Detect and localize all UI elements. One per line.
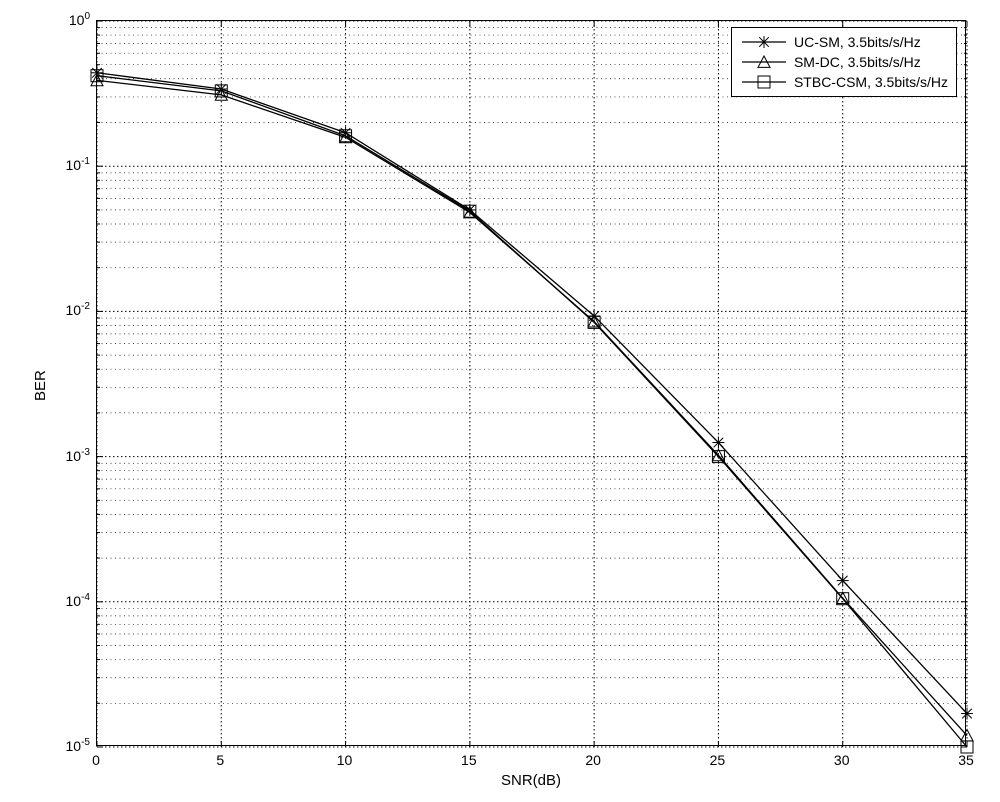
x-axis-label: SNR(dB) <box>501 772 561 789</box>
legend: UC-SM, 3.5bits/s/Hz SM-DC, 3.5bits/s/Hz ST… <box>731 27 957 97</box>
legend-entry: SM-DC, 3.5bits/s/Hz <box>740 52 948 72</box>
legend-label: SM-DC, 3.5bits/s/Hz <box>794 54 921 70</box>
legend-entry: STBC-CSM, 3.5bits/s/Hz <box>740 72 948 92</box>
legend-entry: UC-SM, 3.5bits/s/Hz <box>740 32 948 52</box>
grid <box>97 21 967 747</box>
y-tick-label: 100 <box>52 12 90 28</box>
legend-swatch <box>740 32 788 52</box>
legend-label: UC-SM, 3.5bits/s/Hz <box>794 34 921 50</box>
x-tick-label: 35 <box>958 752 974 768</box>
x-tick-label: 10 <box>337 752 353 768</box>
figure-container: UC-SM, 3.5bits/s/Hz SM-DC, 3.5bits/s/Hz ST… <box>0 0 1000 802</box>
x-tick-label: 20 <box>585 752 601 768</box>
legend-swatch <box>740 52 788 72</box>
y-tick-label: 10-2 <box>52 302 90 318</box>
x-tick-label: 15 <box>461 752 477 768</box>
series-0 <box>91 67 973 720</box>
series-2 <box>91 70 973 753</box>
plot-svg <box>97 21 967 747</box>
y-tick-label: 10-3 <box>52 448 90 464</box>
y-axis-label: BER <box>32 370 49 401</box>
y-tick-label: 10-4 <box>52 593 90 609</box>
y-tick-label: 10-5 <box>52 738 90 754</box>
legend-label: STBC-CSM, 3.5bits/s/Hz <box>794 74 948 90</box>
x-tick-label: 25 <box>710 752 726 768</box>
x-tick-label: 0 <box>92 752 100 768</box>
series-1 <box>91 74 973 741</box>
x-tick-label: 30 <box>834 752 850 768</box>
y-tick-label: 10-1 <box>52 157 90 173</box>
x-tick-label: 5 <box>216 752 224 768</box>
legend-swatch <box>740 72 788 92</box>
plot-area: UC-SM, 3.5bits/s/Hz SM-DC, 3.5bits/s/Hz ST… <box>96 20 966 746</box>
